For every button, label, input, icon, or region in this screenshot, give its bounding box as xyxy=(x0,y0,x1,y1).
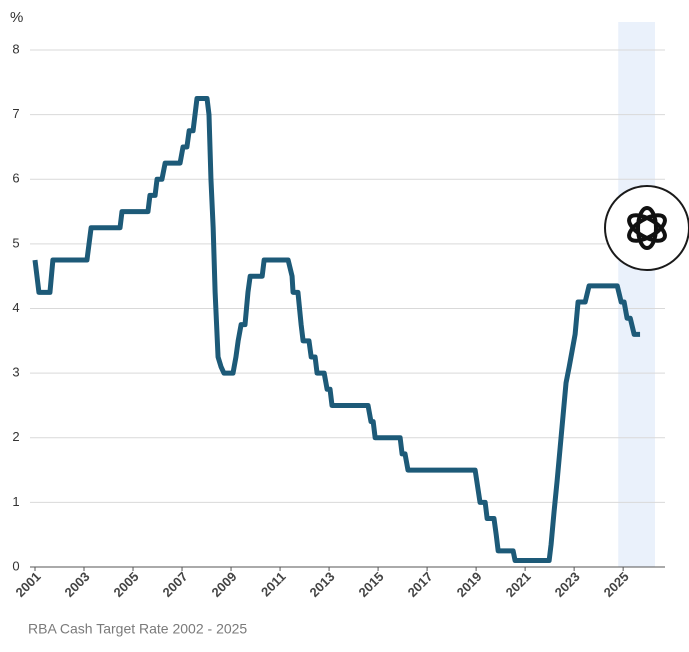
x-tick-label: 2017 xyxy=(405,569,436,600)
x-tick-label: 2013 xyxy=(307,569,338,600)
x-tick-label: 2023 xyxy=(552,569,583,600)
y-tick-label: 7 xyxy=(12,106,19,121)
y-tick-label: 4 xyxy=(12,300,19,315)
logo xyxy=(604,185,689,271)
rate-line xyxy=(32,95,641,564)
x-tick-label: 2009 xyxy=(209,569,240,600)
y-tick-label: 1 xyxy=(12,494,19,509)
y-tick-label: 3 xyxy=(12,365,19,380)
x-tick-label: 2015 xyxy=(356,569,387,600)
x-tick-label: 2005 xyxy=(111,569,142,600)
highlight-band xyxy=(618,22,655,567)
x-tick-label: 2025 xyxy=(601,569,632,600)
x-tick-label: 2001 xyxy=(12,569,43,600)
x-tick-label: 2011 xyxy=(258,569,289,600)
x-tick-label: 2003 xyxy=(62,569,93,600)
y-tick-label: 6 xyxy=(12,171,19,186)
caption: RBA Cash Target Rate 2002 - 2025 xyxy=(28,621,247,637)
x-tick-label: 2021 xyxy=(503,569,534,600)
x-tick-label: 2019 xyxy=(454,569,485,600)
y-axis-unit: % xyxy=(10,9,23,26)
x-tick-label: 2007 xyxy=(160,569,191,600)
y-tick-label: 8 xyxy=(12,41,19,56)
y-tick-label: 2 xyxy=(12,429,19,444)
y-tick-label: 0 xyxy=(12,558,19,573)
y-tick-label: 5 xyxy=(12,235,19,250)
